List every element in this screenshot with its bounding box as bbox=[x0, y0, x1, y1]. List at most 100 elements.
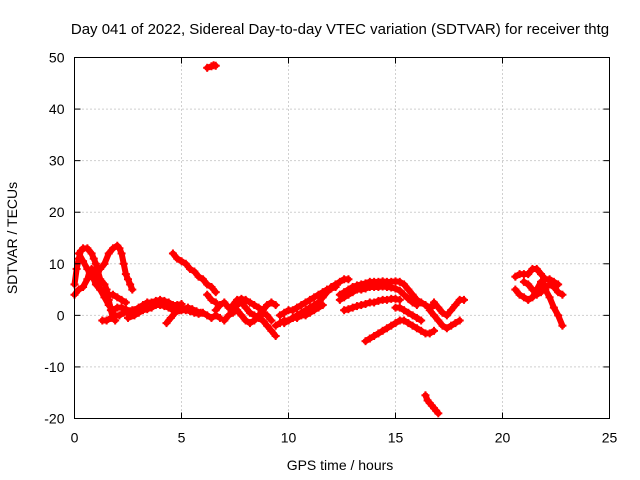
data-point bbox=[558, 321, 567, 330]
data-point bbox=[280, 319, 289, 328]
data-point bbox=[224, 311, 233, 320]
data-point bbox=[117, 295, 126, 304]
data-point bbox=[391, 284, 400, 293]
data-point bbox=[558, 290, 567, 299]
data-point bbox=[532, 264, 541, 273]
data-point bbox=[395, 277, 404, 286]
data-point bbox=[211, 61, 220, 70]
x-axis-label: GPS time / hours bbox=[287, 457, 394, 473]
data-point bbox=[451, 319, 460, 328]
data-point bbox=[442, 324, 451, 333]
data-point bbox=[203, 290, 212, 299]
data-point bbox=[335, 277, 344, 286]
data-point bbox=[382, 295, 391, 304]
data-point bbox=[250, 316, 259, 325]
data-point bbox=[425, 306, 434, 315]
data-point bbox=[524, 295, 533, 304]
y-tick-label: 10 bbox=[49, 256, 65, 272]
data-point bbox=[382, 324, 391, 333]
series-band-12-17h bbox=[335, 277, 439, 312]
data-point bbox=[109, 290, 118, 299]
data-point bbox=[331, 282, 340, 291]
series-descend-15-17h bbox=[361, 316, 439, 346]
data-point bbox=[335, 295, 344, 304]
data-point bbox=[524, 270, 533, 279]
data-point bbox=[224, 303, 233, 312]
data-point bbox=[138, 301, 147, 310]
data-point bbox=[173, 301, 182, 310]
data-point bbox=[211, 306, 220, 315]
data-point bbox=[220, 298, 229, 307]
data-point bbox=[545, 293, 554, 302]
data-point bbox=[134, 303, 143, 312]
data-point bbox=[434, 303, 443, 312]
data-point bbox=[89, 254, 98, 263]
data-point bbox=[194, 272, 203, 281]
x-tick-label: 25 bbox=[602, 430, 618, 446]
y-tick-label: 20 bbox=[49, 204, 65, 220]
series-dip-4-5h bbox=[162, 303, 205, 328]
data-point bbox=[79, 282, 88, 291]
data-point bbox=[83, 264, 92, 273]
data-point bbox=[91, 259, 100, 268]
series-spike-6h bbox=[203, 61, 220, 72]
data-point bbox=[391, 294, 400, 303]
data-point bbox=[314, 303, 323, 312]
data-point bbox=[442, 311, 451, 320]
data-point bbox=[175, 306, 184, 315]
data-point bbox=[412, 301, 421, 310]
data-point bbox=[537, 270, 546, 279]
data-point bbox=[361, 300, 370, 309]
data-point bbox=[128, 285, 137, 294]
data-point bbox=[327, 284, 336, 293]
data-point bbox=[549, 282, 558, 291]
data-point bbox=[143, 305, 152, 314]
data-point bbox=[404, 294, 413, 303]
data-point bbox=[83, 244, 92, 253]
data-point bbox=[408, 298, 417, 307]
data-point bbox=[237, 311, 246, 320]
y-tick-label: 30 bbox=[49, 153, 65, 169]
data-point bbox=[459, 295, 468, 304]
data-point bbox=[96, 285, 105, 294]
data-point bbox=[511, 285, 520, 294]
data-point bbox=[438, 321, 447, 330]
data-point bbox=[314, 290, 323, 299]
data-point bbox=[293, 303, 302, 312]
data-point bbox=[72, 264, 81, 273]
data-point bbox=[404, 308, 413, 317]
series-tail-17-18h-b bbox=[430, 295, 468, 320]
data-point bbox=[280, 308, 289, 317]
data-point bbox=[318, 301, 327, 310]
x-tick-label: 20 bbox=[495, 430, 511, 446]
data-point bbox=[400, 280, 409, 289]
data-point bbox=[100, 280, 109, 289]
data-point bbox=[305, 308, 314, 317]
data-point bbox=[387, 321, 396, 330]
data-point bbox=[412, 324, 421, 333]
data-point bbox=[104, 249, 113, 258]
data-point bbox=[374, 296, 383, 305]
data-point bbox=[541, 282, 550, 291]
data-point bbox=[121, 270, 130, 279]
data-point bbox=[357, 301, 366, 310]
data-point bbox=[258, 316, 267, 325]
y-tick-label: -10 bbox=[44, 359, 64, 375]
data-point bbox=[408, 321, 417, 330]
series-late-21-23h-c bbox=[519, 277, 567, 299]
data-point bbox=[109, 306, 118, 315]
data-point bbox=[258, 306, 267, 315]
data-point bbox=[196, 308, 205, 317]
data-point bbox=[361, 337, 370, 346]
data-point bbox=[271, 301, 280, 310]
data-point bbox=[91, 280, 100, 289]
data-point bbox=[284, 316, 293, 325]
data-point bbox=[348, 303, 357, 312]
data-point bbox=[421, 301, 430, 310]
data-point bbox=[124, 313, 132, 322]
x-tick-label: 15 bbox=[388, 430, 404, 446]
data-point bbox=[305, 295, 314, 304]
data-point bbox=[370, 331, 379, 340]
data-point bbox=[554, 280, 563, 289]
data-point bbox=[434, 316, 443, 325]
